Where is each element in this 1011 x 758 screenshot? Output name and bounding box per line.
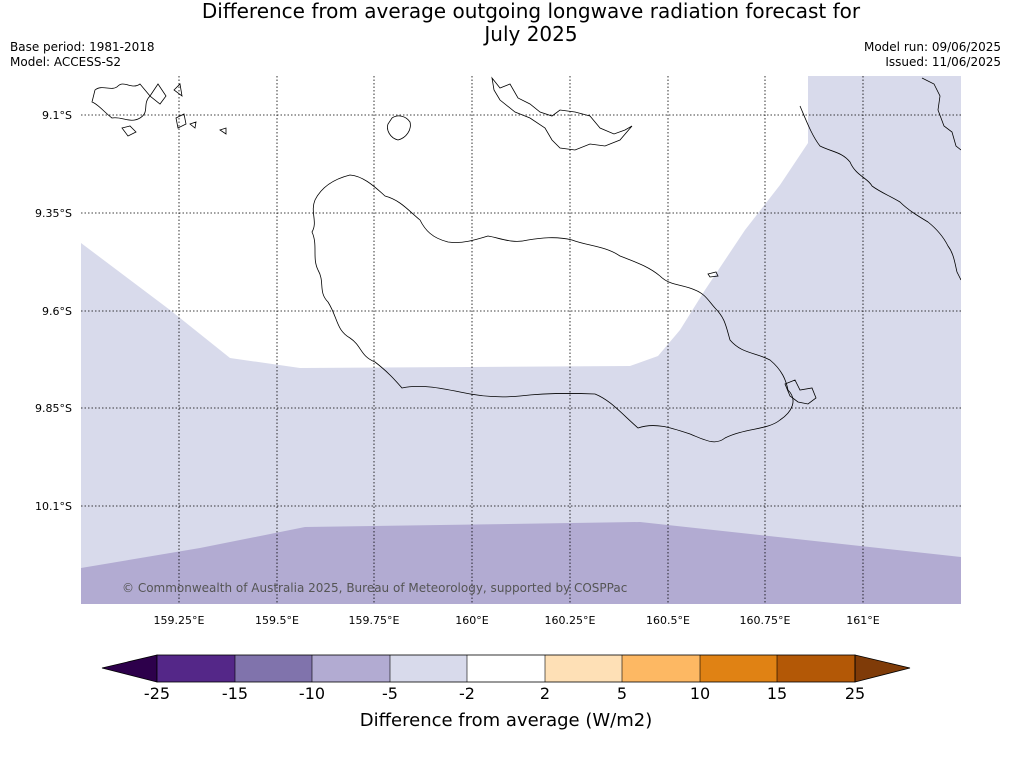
chart-title: Difference from average outgoing longwav… [0, 0, 1011, 46]
colorbar-segment [700, 655, 777, 682]
colorbar-segment [390, 655, 467, 682]
northeast-islands-coastline [921, 77, 961, 151]
colorbar-title: Difference from average (W/m2) [360, 710, 652, 731]
copyright-text: © Commonwealth of Australia 2025, Bureau… [122, 581, 627, 595]
title-line-1: Difference from average outgoing longwav… [201, 0, 861, 23]
meta-left: Base period: 1981-2018 Model: ACCESS-S2 [10, 40, 155, 70]
anomaly-shading [81, 76, 961, 604]
northwest-islands-coastline [91, 83, 227, 137]
lon-label: 161°E [846, 614, 879, 627]
meta-right: Model run: 09/06/2025 Issued: 11/06/2025 [864, 40, 1001, 70]
negative-region [81, 522, 961, 604]
colorbar-tick-label: -15 [222, 684, 248, 703]
coastlines [91, 76, 961, 443]
colorbar-tick-label: 2 [540, 684, 550, 703]
lon-label: 160°E [455, 614, 488, 627]
colorbar-segment [235, 655, 312, 682]
colorbar-tick-label: 10 [690, 684, 710, 703]
lon-label: 159.5°E [255, 614, 299, 627]
colorbar-tick-label: -10 [299, 684, 325, 703]
lon-label: 160.5°E [646, 614, 690, 627]
base-period-text: Base period: 1981-2018 [10, 40, 155, 54]
main-island-coastline [311, 174, 794, 443]
colorbar-segment [157, 655, 235, 682]
lon-label: 159.25°E [154, 614, 205, 627]
colorbar-tick-label: 15 [767, 684, 787, 703]
colorbar: -25 -15 -10 -5 -2 2 5 10 15 25 Differenc… [101, 654, 911, 731]
title-line-2: July 2025 [484, 22, 578, 46]
colorbar-high-extension [854, 654, 911, 683]
graticule [81, 76, 961, 604]
model-text: Model: ACCESS-S2 [10, 55, 122, 69]
lat-label: 10.1°S [35, 500, 72, 513]
colorbar-segment [467, 655, 545, 682]
issued-text: Issued: 11/06/2025 [885, 55, 1001, 69]
colorbar-segment [622, 655, 700, 682]
lat-label: 9.35°S [35, 207, 72, 220]
colorbar-tick-label: 25 [845, 684, 865, 703]
north-islands-coastline [491, 76, 633, 151]
colorbar-tick-label: -5 [382, 684, 398, 703]
longitude-labels: 159.25°E 159.5°E 159.75°E 160°E 160.25°E… [154, 614, 880, 627]
southeast-islets-coastline [784, 379, 817, 405]
model-run-text: Model run: 09/06/2025 [863, 40, 1001, 54]
lat-label: 9.85°S [35, 402, 72, 415]
colorbar-low-extension [101, 654, 158, 683]
latitude-labels: 9.1°S 9.35°S 9.6°S 9.85°S 10.1°S [35, 109, 72, 513]
colorbar-tick-label: 5 [617, 684, 627, 703]
east-coast-coastline [799, 105, 961, 281]
colorbar-segment [777, 655, 855, 682]
colorbar-tick-label: -2 [459, 684, 475, 703]
small-island-coastline [387, 115, 411, 141]
lon-label: 160.25°E [545, 614, 596, 627]
colorbar-tick-label: -25 [144, 684, 170, 703]
lon-label: 160.75°E [740, 614, 791, 627]
lat-label: 9.1°S [42, 109, 72, 122]
colorbar-segment [312, 655, 390, 682]
colorbar-segment [545, 655, 622, 682]
lon-label: 159.75°E [349, 614, 400, 627]
near-average-region [81, 76, 808, 368]
lat-label: 9.6°S [42, 305, 72, 318]
islet-coastline [707, 271, 719, 278]
